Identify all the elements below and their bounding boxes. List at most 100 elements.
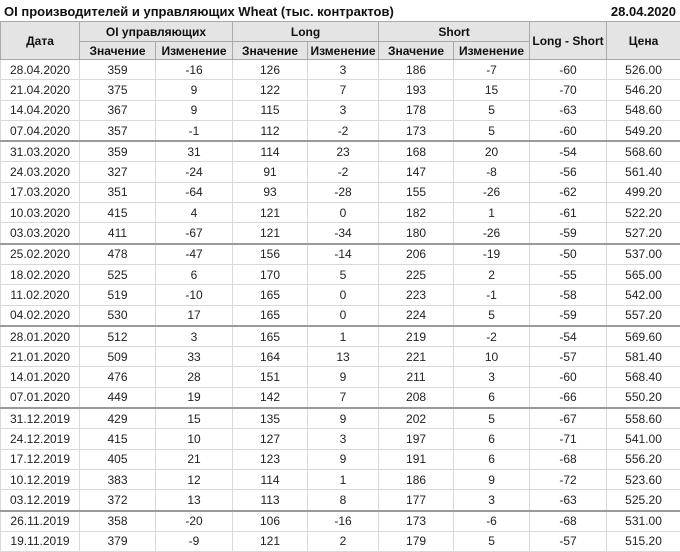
- price-cell: 526.00: [607, 60, 680, 80]
- price-cell: 541.00: [607, 429, 680, 449]
- long-short-cell: -66: [530, 387, 607, 408]
- short-change-cell: 10: [454, 347, 530, 367]
- long-value-cell: 121: [233, 203, 308, 223]
- date-cell: 07.04.2020: [1, 120, 80, 141]
- long-change-cell: 3: [308, 60, 379, 80]
- date-cell: 26.11.2019: [1, 511, 80, 532]
- price-cell: 558.60: [607, 408, 680, 429]
- long-short-cell: -57: [530, 347, 607, 367]
- oi-change-cell: 3: [156, 326, 233, 347]
- date-cell: 19.11.2019: [1, 531, 80, 551]
- long-change-cell: 0: [308, 203, 379, 223]
- price-cell: 499.20: [607, 182, 680, 202]
- short-value-cell: 179: [379, 531, 454, 551]
- long-short-cell: -60: [530, 120, 607, 141]
- long-value-cell: 121: [233, 531, 308, 551]
- long-short-cell: -68: [530, 449, 607, 469]
- price-cell: 568.60: [607, 141, 680, 162]
- oi-value-cell: 383: [80, 469, 156, 489]
- long-change-cell: 7: [308, 80, 379, 100]
- date-cell: 24.03.2020: [1, 162, 80, 182]
- short-change-cell: 6: [454, 387, 530, 408]
- price-cell: 569.60: [607, 326, 680, 347]
- date-cell: 03.03.2020: [1, 223, 80, 244]
- oi-value-cell: 359: [80, 141, 156, 162]
- page-title: OI производителей и управляющих Wheat (т…: [4, 4, 394, 19]
- long-short-cell: -63: [530, 490, 607, 511]
- long-value-cell: 164: [233, 347, 308, 367]
- header-short-value: Значение: [379, 42, 454, 60]
- oi-value-cell: 357: [80, 120, 156, 141]
- cot-table: Дата OI управляющих Long Short Long - Sh…: [0, 21, 680, 552]
- oi-value-cell: 512: [80, 326, 156, 347]
- long-value-cell: 165: [233, 285, 308, 305]
- short-value-cell: 173: [379, 511, 454, 532]
- oi-value-cell: 530: [80, 305, 156, 326]
- short-value-cell: 224: [379, 305, 454, 326]
- price-cell: 565.00: [607, 264, 680, 284]
- short-change-cell: -7: [454, 60, 530, 80]
- header-oi-value: Значение: [80, 42, 156, 60]
- long-short-cell: -59: [530, 305, 607, 326]
- date-cell: 03.12.2019: [1, 490, 80, 511]
- oi-change-cell: -64: [156, 182, 233, 202]
- short-value-cell: 202: [379, 408, 454, 429]
- oi-change-cell: 17: [156, 305, 233, 326]
- date-cell: 04.02.2020: [1, 305, 80, 326]
- oi-change-cell: 9: [156, 100, 233, 120]
- oi-change-cell: 13: [156, 490, 233, 511]
- short-change-cell: 5: [454, 100, 530, 120]
- date-cell: 14.01.2020: [1, 367, 80, 387]
- long-change-cell: 0: [308, 285, 379, 305]
- oi-change-cell: 10: [156, 429, 233, 449]
- title-bar: OI производителей и управляющих Wheat (т…: [0, 0, 680, 21]
- long-value-cell: 114: [233, 469, 308, 489]
- date-cell: 10.12.2019: [1, 469, 80, 489]
- oi-value-cell: 327: [80, 162, 156, 182]
- long-short-cell: -56: [530, 162, 607, 182]
- date-cell: 14.04.2020: [1, 100, 80, 120]
- oi-change-cell: 12: [156, 469, 233, 489]
- oi-change-cell: 4: [156, 203, 233, 223]
- date-cell: 18.02.2020: [1, 264, 80, 284]
- long-short-cell: -59: [530, 223, 607, 244]
- long-short-cell: -68: [530, 511, 607, 532]
- oi-change-cell: 9: [156, 80, 233, 100]
- long-value-cell: 165: [233, 305, 308, 326]
- date-cell: 07.01.2020: [1, 387, 80, 408]
- short-change-cell: 3: [454, 367, 530, 387]
- long-value-cell: 93: [233, 182, 308, 202]
- oi-value-cell: 476: [80, 367, 156, 387]
- price-cell: 523.60: [607, 469, 680, 489]
- short-value-cell: 225: [379, 264, 454, 284]
- short-change-cell: -2: [454, 326, 530, 347]
- short-change-cell: 5: [454, 531, 530, 551]
- long-value-cell: 142: [233, 387, 308, 408]
- oi-value-cell: 405: [80, 449, 156, 469]
- oi-value-cell: 509: [80, 347, 156, 367]
- short-change-cell: -19: [454, 244, 530, 265]
- date-cell: 28.04.2020: [1, 60, 80, 80]
- date-cell: 31.03.2020: [1, 141, 80, 162]
- date-cell: 24.12.2019: [1, 429, 80, 449]
- oi-value-cell: 415: [80, 429, 156, 449]
- oi-change-cell: 21: [156, 449, 233, 469]
- long-value-cell: 135: [233, 408, 308, 429]
- oi-value-cell: 367: [80, 100, 156, 120]
- long-change-cell: -16: [308, 511, 379, 532]
- short-change-cell: 5: [454, 305, 530, 326]
- long-short-cell: -72: [530, 469, 607, 489]
- long-short-cell: -71: [530, 429, 607, 449]
- date-cell: 17.12.2019: [1, 449, 80, 469]
